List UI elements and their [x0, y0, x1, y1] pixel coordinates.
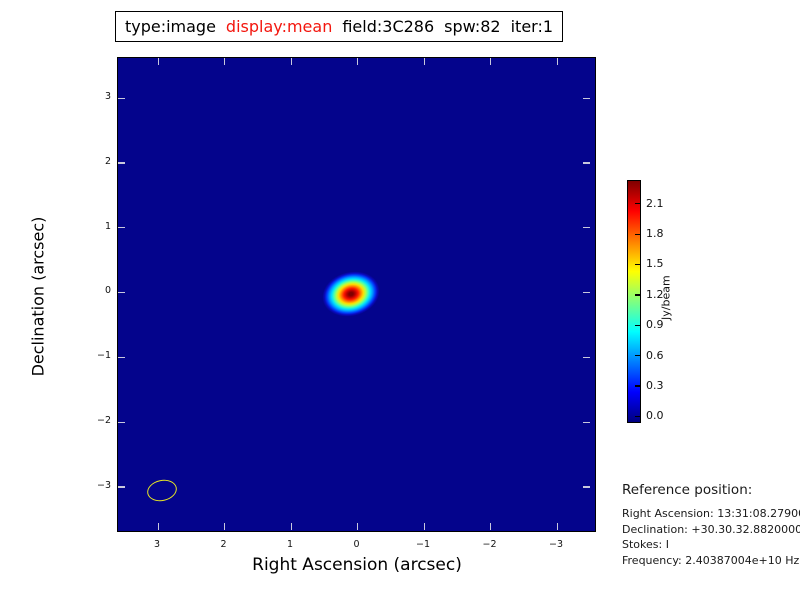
x-tick-mark — [224, 523, 226, 530]
y-tick-mark — [118, 227, 125, 229]
colorbar-tick-label: 0.3 — [646, 378, 664, 392]
colorbar-tick-mark — [635, 294, 640, 296]
x-tick-mark — [157, 523, 159, 530]
y-tick-mark — [583, 291, 590, 294]
colorbar-tick-mark — [635, 324, 640, 326]
x-tick-label: 3 — [153, 539, 161, 550]
y-tick-label: 3 — [104, 91, 111, 102]
y-tick-label: −1 — [96, 350, 111, 362]
x-tick-mark — [490, 523, 492, 530]
y-tick-mark — [583, 486, 590, 488]
beam-ellipse — [145, 477, 179, 504]
title-segment: field:3C286 — [342, 17, 435, 36]
colorbar-tick-label: 0.9 — [646, 318, 664, 332]
x-tick-mark — [423, 58, 425, 65]
x-tick-label: −2 — [482, 539, 497, 550]
y-tick-mark — [118, 356, 125, 358]
title-box: type:image display:mean field:3C286 spw:82 i… — [115, 11, 563, 42]
y-tick-mark — [118, 162, 125, 164]
x-tick-mark — [490, 58, 492, 65]
title-segment: iter:1 — [510, 17, 554, 36]
colorbar-tick-mark — [635, 385, 640, 387]
x-axis-label: Right Ascension (arcsec) — [252, 555, 462, 575]
plot-area — [117, 57, 596, 532]
x-tick-label: 1 — [286, 539, 294, 550]
y-tick-mark — [118, 421, 125, 423]
colorbar-tick-label: 0.6 — [646, 348, 664, 362]
y-tick-mark — [118, 291, 125, 294]
y-tick-label: 2 — [104, 155, 111, 167]
x-tick-mark — [157, 58, 159, 65]
colorbar-tick-mark — [635, 203, 640, 205]
source-blob — [317, 265, 385, 323]
y-tick-mark — [583, 227, 590, 229]
colorbar-tick-mark — [635, 233, 640, 235]
colorbar-tick-label: 0.0 — [646, 409, 664, 423]
y-tick-label: 1 — [104, 220, 111, 232]
x-tick-mark — [556, 58, 558, 65]
y-tick-mark — [118, 97, 125, 99]
reference-line: Stokes: I — [622, 538, 669, 551]
reference-heading: Reference position: — [622, 482, 753, 498]
colorbar-tick-label: 1.5 — [646, 257, 664, 271]
x-tick-label: −3 — [548, 539, 563, 550]
title-segment: display:mean — [225, 17, 333, 36]
x-tick-mark — [290, 58, 292, 65]
y-tick-label: −2 — [96, 415, 111, 426]
x-tick-label: 2 — [220, 539, 227, 550]
y-tick-mark — [583, 162, 590, 164]
x-tick-label: 0 — [353, 539, 360, 550]
colorbar-tick-label: 2.1 — [646, 196, 664, 210]
y-tick-label: 0 — [104, 285, 111, 297]
x-tick-label: −1 — [415, 539, 430, 550]
x-tick-mark — [290, 523, 292, 530]
x-tick-mark — [423, 523, 425, 530]
y-axis-label: Declination (arcsec) — [28, 216, 48, 377]
y-tick-mark — [583, 356, 590, 358]
colorbar-tick-label: 1.8 — [646, 227, 664, 241]
y-tick-mark — [583, 97, 590, 99]
colorbar-tick-label: 1.2 — [646, 287, 664, 301]
title-segment: spw:82 — [444, 17, 501, 36]
reference-position-block: Reference position: Right Ascension: 13:… — [622, 482, 800, 568]
x-tick-mark — [357, 523, 359, 530]
colorbar — [627, 180, 641, 423]
colorbar-tick-mark — [635, 415, 640, 418]
x-tick-mark — [357, 58, 359, 65]
colorbar-tick-mark — [635, 355, 640, 357]
x-tick-mark — [556, 523, 558, 530]
title-segment: type:image — [124, 17, 216, 36]
x-tick-mark — [224, 58, 226, 65]
y-tick-mark — [583, 421, 590, 423]
colorbar-tick-mark — [635, 263, 640, 266]
reference-line: Declination: +30.30.32.88200000 — [622, 522, 800, 536]
reference-line: Right Ascension: 13:31:08.27900000 — [622, 507, 800, 520]
y-tick-mark — [118, 486, 125, 488]
y-tick-label: −3 — [96, 479, 111, 491]
reference-line: Frequency: 2.40387004e+10 Hz — [622, 553, 800, 567]
